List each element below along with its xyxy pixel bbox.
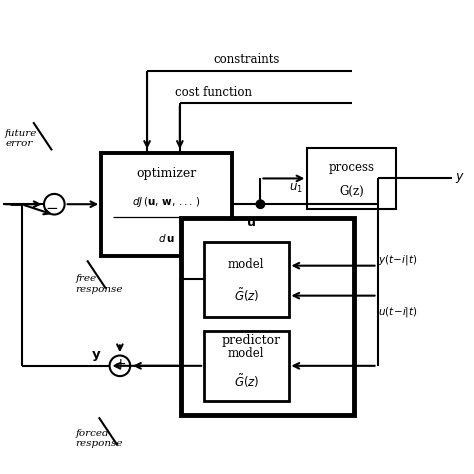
Text: +: +: [114, 357, 126, 371]
Text: forced
response: forced response: [75, 428, 123, 448]
Text: −: −: [45, 201, 58, 217]
Text: G(z): G(z): [339, 185, 364, 198]
Text: free
response: free response: [75, 274, 123, 293]
FancyBboxPatch shape: [307, 148, 396, 209]
Text: $\mathbf{u}$: $\mathbf{u}$: [246, 216, 256, 229]
FancyBboxPatch shape: [181, 218, 354, 415]
FancyBboxPatch shape: [204, 331, 289, 401]
Text: process: process: [329, 161, 375, 174]
Text: $\tilde{G}(z)$: $\tilde{G}(z)$: [234, 373, 259, 390]
Circle shape: [256, 200, 264, 209]
Text: $y$: $y$: [455, 171, 465, 184]
FancyBboxPatch shape: [204, 242, 289, 317]
FancyBboxPatch shape: [101, 153, 232, 256]
Text: $y(t\!-\!i|t)$: $y(t\!-\!i|t)$: [377, 254, 417, 267]
Text: $dJ\,(\mathbf{u},\,\mathbf{w},\,...\,)$: $dJ\,(\mathbf{u},\,\mathbf{w},\,...\,)$: [132, 195, 201, 209]
Text: cost function: cost function: [175, 86, 252, 99]
Text: $\mathbf{y}$: $\mathbf{y}$: [91, 349, 101, 364]
Text: $u_1$: $u_1$: [289, 182, 302, 195]
Text: future
error: future error: [5, 129, 37, 148]
Text: predictor: predictor: [221, 334, 281, 346]
Text: $\tilde{G}(z)$: $\tilde{G}(z)$: [234, 287, 259, 304]
Text: $u(t\!-\!i|t)$: $u(t\!-\!i|t)$: [377, 305, 417, 319]
Text: model: model: [228, 258, 264, 271]
Text: constraints: constraints: [213, 53, 280, 66]
Text: optimizer: optimizer: [137, 167, 197, 180]
Text: model: model: [228, 346, 264, 360]
Text: $d\,\mathbf{u}$: $d\,\mathbf{u}$: [158, 232, 175, 244]
Circle shape: [44, 194, 64, 215]
Circle shape: [109, 356, 130, 376]
